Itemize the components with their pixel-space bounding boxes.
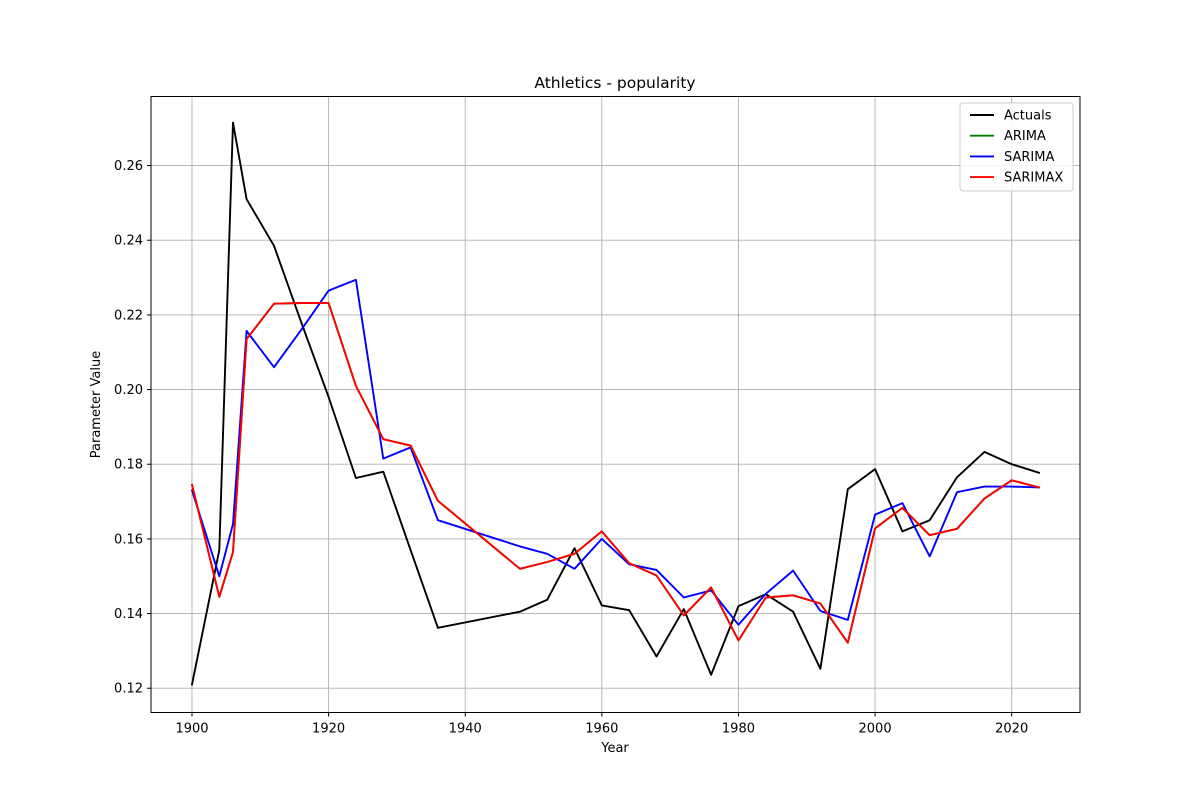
chart-title: Athletics - popularity	[534, 74, 695, 92]
legend-item-sarima: SARIMA	[970, 150, 1054, 165]
legend-label: SARIMA	[1004, 150, 1054, 165]
series-lines	[190, 121, 1041, 686]
series-line-sarima	[190, 278, 1040, 626]
x-tick-label: 1980	[722, 722, 755, 737]
y-axis-label: Parameter Value	[89, 351, 104, 458]
x-tick-label: 1920	[312, 722, 345, 737]
series-line-actuals	[190, 121, 1041, 686]
y-tick-label: 0.12	[114, 682, 143, 697]
legend-label: Actuals	[1004, 109, 1052, 124]
y-tick-label: 0.24	[114, 234, 143, 249]
legend-label: ARIMA	[1004, 129, 1046, 144]
grid	[151, 96, 1080, 713]
x-tick-label: 2000	[859, 722, 892, 737]
series-line-sarimax	[190, 302, 1041, 644]
x-axis-label: Year	[600, 741, 629, 756]
y-tick-label: 0.14	[114, 607, 143, 622]
x-tick-label: 1900	[175, 722, 208, 737]
y-tick-label: 0.18	[114, 458, 143, 473]
legend: Actuals ARIMA SARIMA SARIMAX	[959, 102, 1074, 192]
legend-item-sarimax: SARIMAX	[970, 171, 1063, 186]
y-tick-label: 0.20	[114, 383, 143, 398]
x-axis-ticks: 1900 1920 1940 1960 1980 2000 2020	[175, 712, 1028, 737]
legend-label: SARIMAX	[1004, 171, 1063, 186]
y-tick-label: 0.26	[114, 159, 143, 174]
legend-item-arima: ARIMA	[970, 129, 1046, 144]
plot-area-frame	[150, 96, 1081, 713]
x-tick-label: 2020	[995, 722, 1028, 737]
legend-item-actuals: Actuals	[970, 109, 1052, 124]
legend-box	[959, 102, 1074, 192]
x-tick-label: 1940	[449, 722, 482, 737]
x-tick-label: 1960	[585, 722, 618, 737]
y-tick-label: 0.22	[114, 308, 143, 323]
y-tick-label: 0.16	[114, 532, 143, 547]
y-axis-ticks: 0.12 0.14 0.16 0.18 0.20 0.22 0.24 0.26	[114, 159, 151, 697]
